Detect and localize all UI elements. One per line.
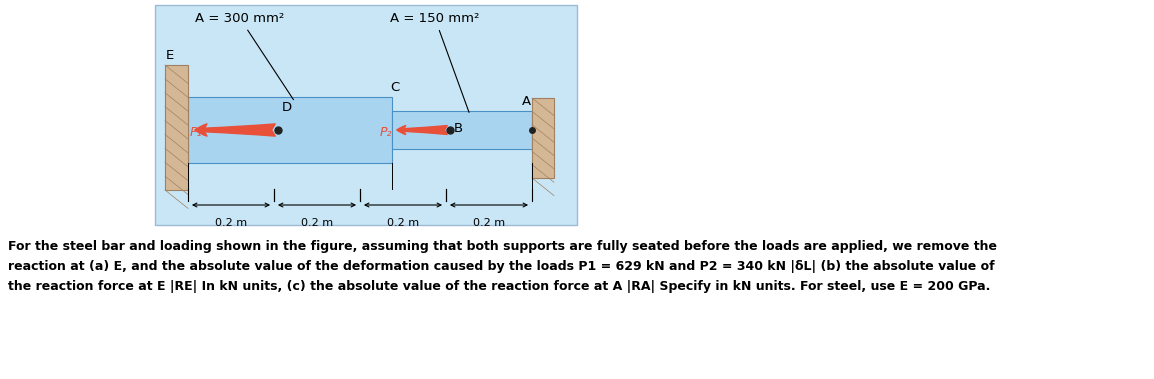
Text: B: B (454, 122, 463, 135)
Text: For the steel bar and loading shown in the figure, assuming that both supports a: For the steel bar and loading shown in t… (8, 240, 997, 253)
Text: P₁: P₁ (190, 125, 202, 138)
Text: 0.2 m: 0.2 m (387, 218, 419, 228)
Bar (392, 111, 532, 149)
Bar (532, 98, 554, 178)
Text: P₂: P₂ (380, 125, 392, 138)
Text: 0.2 m: 0.2 m (215, 218, 247, 228)
Text: A = 150 mm²: A = 150 mm² (390, 12, 480, 113)
Text: 0.2 m: 0.2 m (473, 218, 505, 228)
Text: A = 300 mm²: A = 300 mm² (195, 12, 293, 100)
Bar (155, 5, 577, 225)
Text: 0.2 m: 0.2 m (301, 218, 334, 228)
Text: A: A (522, 95, 531, 108)
Text: E: E (166, 49, 174, 62)
Text: C: C (390, 81, 399, 94)
Bar (165, 65, 188, 190)
Text: D: D (282, 101, 292, 114)
Bar (188, 97, 392, 163)
Text: reaction at (a) E, and the absolute value of the deformation caused by the loads: reaction at (a) E, and the absolute valu… (8, 260, 995, 273)
Text: the reaction force at E |RE| In kN units, (c) the absolute value of the reaction: the reaction force at E |RE| In kN units… (8, 280, 990, 293)
